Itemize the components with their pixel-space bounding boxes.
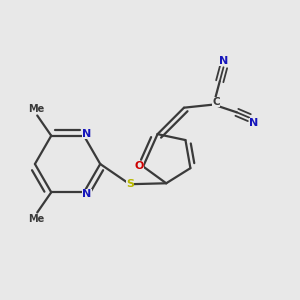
Text: N: N bbox=[82, 189, 91, 199]
Text: O: O bbox=[135, 160, 144, 171]
Text: S: S bbox=[126, 179, 134, 189]
Text: N: N bbox=[82, 129, 91, 139]
Text: C: C bbox=[212, 97, 220, 107]
Text: Me: Me bbox=[28, 104, 45, 114]
Text: Me: Me bbox=[28, 214, 45, 224]
Text: N: N bbox=[249, 118, 259, 128]
Text: N: N bbox=[220, 56, 229, 66]
